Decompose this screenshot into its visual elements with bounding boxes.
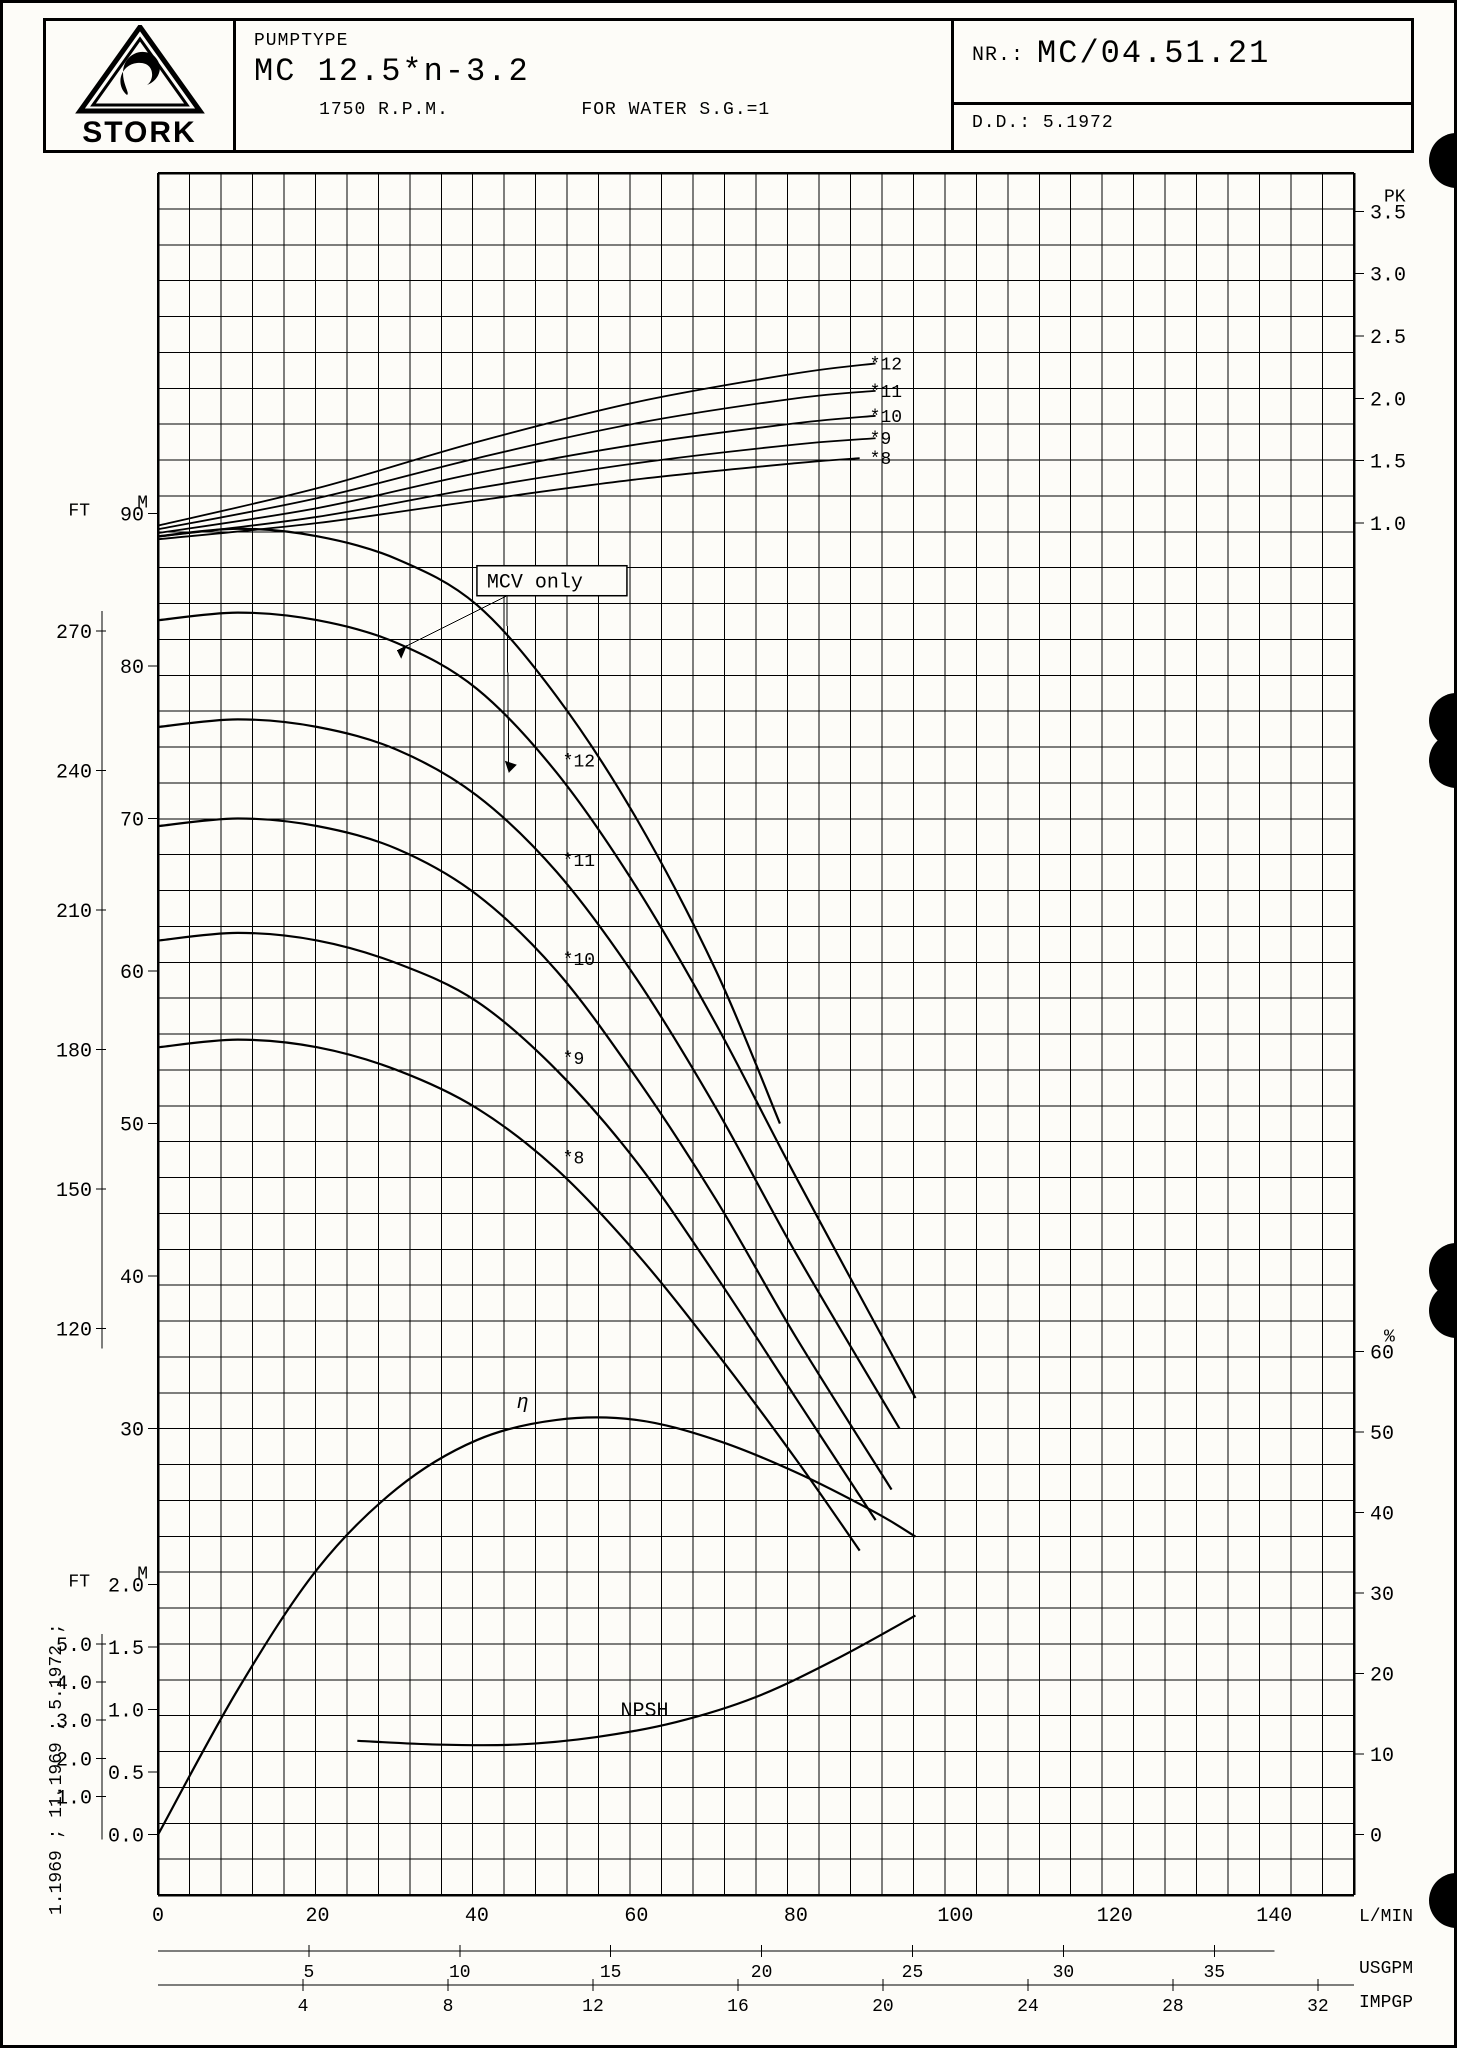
svg-text:0.0: 0.0 [108,1826,144,1849]
sg-text: FOR WATER S.G.=1 [526,100,826,120]
svg-text:12: 12 [582,1997,604,2017]
svg-text:90: 90 [120,504,144,527]
nr-box: NR.: MC/04.51.21 D.D.: 5.1972 [951,21,1411,150]
punch-hole [1429,133,1457,188]
svg-text:2.0: 2.0 [108,1575,144,1598]
brand-name: STORK [46,116,233,150]
svg-text:20: 20 [751,1963,773,1983]
svg-text:210: 210 [56,901,92,924]
punch-hole [1429,733,1457,788]
nr-value: MC/04.51.21 [1037,35,1270,72]
svg-text:1.0: 1.0 [1370,514,1406,537]
pumptype-value: MC 12.5*n-3.2 [254,53,933,90]
svg-text:*11: *11 [870,383,902,403]
svg-text:16: 16 [727,1997,749,2017]
svg-text:80: 80 [784,1905,808,1928]
svg-text:30: 30 [1053,1963,1075,1983]
svg-text:50: 50 [1370,1423,1394,1446]
svg-text:180: 180 [56,1040,92,1063]
nr-label: NR.: [972,44,1024,67]
svg-text:150: 150 [56,1180,92,1203]
svg-text:*11: *11 [563,852,595,872]
svg-text:60: 60 [120,962,144,985]
svg-text:*9: *9 [870,430,892,450]
svg-text:2.5: 2.5 [1370,327,1406,350]
svg-text:10: 10 [1370,1745,1394,1768]
svg-text:20: 20 [305,1905,329,1928]
svg-text:1.1969 ; 11.1969 ; 5.1972 ;: 1.1969 ; 11.1969 ; 5.1972 ; [47,1623,67,1915]
pumptype-box: PUMPTYPE MC 12.5*n-3.2 1750 R.P.M. FOR W… [236,21,951,150]
punch-hole [1429,1873,1457,1928]
svg-text:L/MIN: L/MIN [1359,1907,1413,1927]
svg-text:24: 24 [1017,1997,1039,2017]
svg-text:5: 5 [303,1963,314,1983]
svg-text:10: 10 [449,1963,471,1983]
rpm-text: 1750 R.P.M. [254,100,514,120]
header-box: STORK PUMPTYPE MC 12.5*n-3.2 1750 R.P.M.… [43,18,1414,153]
svg-text:70: 70 [120,810,144,833]
svg-text:*10: *10 [563,951,595,971]
svg-text:1.0: 1.0 [108,1700,144,1723]
svg-text:240: 240 [56,761,92,784]
svg-text:100: 100 [937,1905,973,1928]
svg-text:*10: *10 [870,408,902,428]
svg-text:30: 30 [1370,1584,1394,1607]
svg-text:*8: *8 [870,450,892,470]
svg-text:15: 15 [600,1963,622,1983]
svg-text:8: 8 [443,1997,454,2017]
pump-curve-chart: 020406080100120140L/MIN5101520253035USGP… [43,163,1414,2025]
svg-text:30: 30 [120,1420,144,1443]
svg-text:40: 40 [1370,1504,1394,1527]
svg-text:4: 4 [298,1997,309,2017]
svg-text:*12: *12 [870,355,902,375]
svg-text:25: 25 [902,1963,924,1983]
svg-text:MCV only: MCV only [487,572,583,595]
svg-text:60: 60 [1370,1342,1394,1365]
svg-text:2.0: 2.0 [1370,389,1406,412]
svg-text:270: 270 [56,622,92,645]
svg-text:η: η [517,1392,529,1415]
svg-text:FT: FT [68,1572,90,1592]
dd-value: 5.1972 [1043,113,1114,133]
svg-text:120: 120 [56,1319,92,1342]
pumptype-label: PUMPTYPE [254,31,933,51]
svg-text:1.5: 1.5 [108,1638,144,1661]
stork-logo-icon [75,25,205,115]
punch-hole [1429,1283,1457,1338]
svg-text:3.5: 3.5 [1370,202,1406,225]
svg-text:80: 80 [120,657,144,680]
dd-row: D.D.: 5.1972 [954,105,1411,150]
svg-text:FT: FT [68,501,90,521]
svg-text:NPSH: NPSH [620,1700,668,1723]
svg-text:40: 40 [120,1267,144,1290]
svg-text:32: 32 [1307,1997,1329,2017]
svg-text:0: 0 [1370,1826,1382,1849]
svg-text:*9: *9 [563,1050,585,1070]
svg-text:28: 28 [1162,1997,1184,2017]
dd-label: D.D.: [972,113,1031,133]
svg-text:40: 40 [465,1905,489,1928]
logo-box: STORK [46,21,236,150]
svg-text:USGPM: USGPM [1359,1959,1413,1979]
svg-text:20: 20 [1370,1665,1394,1688]
svg-text:*8: *8 [563,1149,585,1169]
chart-area: 020406080100120140L/MIN5101520253035USGP… [43,163,1414,2025]
svg-text:20: 20 [872,1997,894,2017]
svg-text:140: 140 [1256,1905,1292,1928]
svg-text:0: 0 [152,1905,164,1928]
nr-row: NR.: MC/04.51.21 [954,21,1411,105]
page: STORK PUMPTYPE MC 12.5*n-3.2 1750 R.P.M.… [0,0,1457,2048]
svg-text:1.5: 1.5 [1370,452,1406,475]
svg-text:120: 120 [1097,1905,1133,1928]
pump-subline: 1750 R.P.M. FOR WATER S.G.=1 [254,100,933,120]
svg-text:60: 60 [624,1905,648,1928]
svg-text:0.5: 0.5 [108,1763,144,1786]
svg-text:35: 35 [1203,1963,1225,1983]
svg-text:50: 50 [120,1115,144,1138]
svg-text:*12: *12 [563,753,595,773]
svg-text:3.0: 3.0 [1370,265,1406,288]
svg-text:IMPGPM: IMPGPM [1359,1993,1414,2013]
